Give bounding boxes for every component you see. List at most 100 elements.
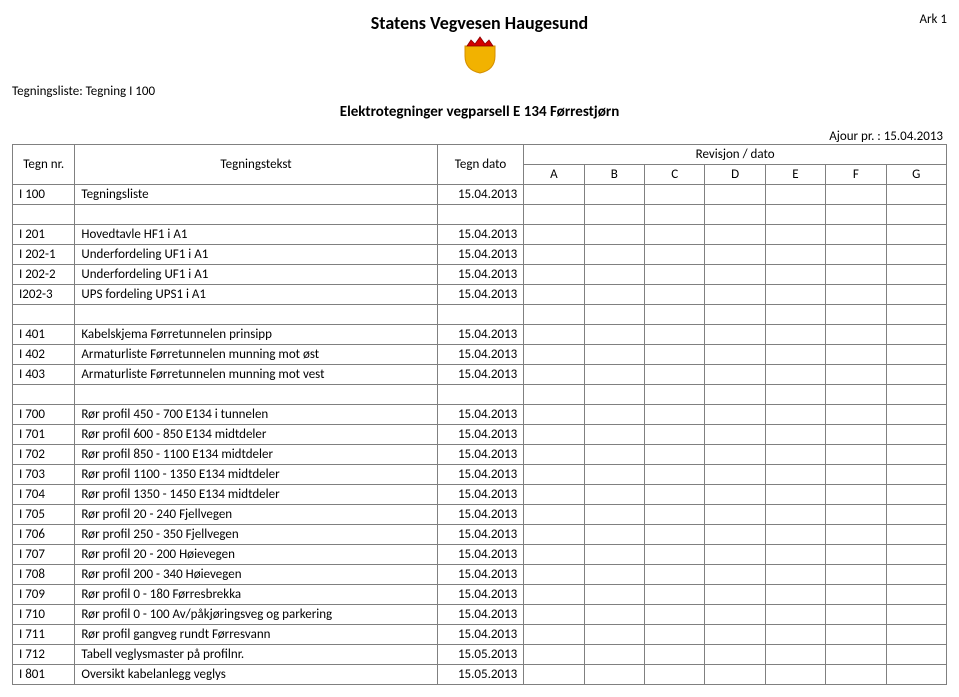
col-rev-c: C bbox=[645, 165, 705, 185]
cell-rev bbox=[645, 245, 705, 265]
cell-rev bbox=[584, 425, 644, 445]
cell-dato: 15.04.2013 bbox=[437, 465, 524, 485]
cell-rev bbox=[584, 605, 644, 625]
table-row: I 801Oversikt kabelanlegg veglys15.05.20… bbox=[13, 665, 947, 685]
cell-rev bbox=[705, 605, 765, 625]
cell-rev bbox=[524, 465, 584, 485]
cell-rev bbox=[705, 665, 765, 685]
cell-rev bbox=[826, 225, 886, 245]
cell-rev bbox=[826, 185, 886, 205]
cell-dato: 15.04.2013 bbox=[437, 425, 524, 445]
cell-dato: 15.05.2013 bbox=[437, 665, 524, 685]
cell-dato: 15.04.2013 bbox=[437, 625, 524, 645]
table-row: I 403Armaturliste Førretunnelen munning … bbox=[13, 365, 947, 385]
cell-tekst: UPS fordeling UPS1 i A1 bbox=[75, 285, 437, 305]
cell-tegn-nr: I 100 bbox=[13, 185, 75, 205]
table-row bbox=[13, 205, 947, 225]
cell-tekst: Kabelskjema Førretunnelen prinsipp bbox=[75, 325, 437, 345]
cell-dato: 15.04.2013 bbox=[437, 365, 524, 385]
table-row: I 710Rør profil 0 - 100 Av/påkjøringsveg… bbox=[13, 605, 947, 625]
cell-rev bbox=[765, 525, 825, 545]
cell-tegn-nr: I 712 bbox=[13, 645, 75, 665]
cell-rev bbox=[645, 525, 705, 545]
cell-dato: 15.04.2013 bbox=[437, 505, 524, 525]
table-row: I 711Rør profil gangveg rundt Førresvann… bbox=[13, 625, 947, 645]
table-row: I202-3UPS fordeling UPS1 i A115.04.2013 bbox=[13, 285, 947, 305]
cell-tekst: Rør profil 200 - 340 Høievegen bbox=[75, 565, 437, 585]
cell-rev bbox=[524, 665, 584, 685]
cell-tekst: Rør profil 20 - 200 Høievegen bbox=[75, 545, 437, 565]
cell-dato: 15.04.2013 bbox=[437, 565, 524, 585]
cell-rev bbox=[826, 485, 886, 505]
cell-rev bbox=[826, 585, 886, 605]
cell-rev bbox=[645, 585, 705, 605]
cell-rev bbox=[886, 505, 947, 525]
cell-rev bbox=[886, 425, 947, 445]
cell-rev bbox=[826, 605, 886, 625]
table-row: I 704Rør profil 1350 - 1450 E134 midtdel… bbox=[13, 485, 947, 505]
cell-dato: 15.04.2013 bbox=[437, 545, 524, 565]
cell-rev bbox=[705, 345, 765, 365]
cell-rev bbox=[765, 245, 825, 265]
cell-rev bbox=[765, 405, 825, 425]
cell-tegn-nr: I 701 bbox=[13, 425, 75, 445]
cell-dato: 15.04.2013 bbox=[437, 585, 524, 605]
col-rev-a: A bbox=[524, 165, 584, 185]
cell-rev bbox=[886, 485, 947, 505]
cell-rev bbox=[584, 365, 644, 385]
table-row: I 702Rør profil 850 - 1100 E134 midtdele… bbox=[13, 445, 947, 465]
cell-rev bbox=[705, 285, 765, 305]
cell-dato: 15.04.2013 bbox=[437, 225, 524, 245]
table-row: I 703Rør profil 1100 - 1350 E134 midtdel… bbox=[13, 465, 947, 485]
cell-rev bbox=[886, 185, 947, 205]
cell-rev bbox=[524, 265, 584, 285]
cell-rev bbox=[584, 505, 644, 525]
cell-rev bbox=[584, 285, 644, 305]
cell-tegn-nr: I 704 bbox=[13, 485, 75, 505]
cell-tegn-nr: I 705 bbox=[13, 505, 75, 525]
cell-rev bbox=[645, 545, 705, 565]
col-rev-b: B bbox=[584, 165, 644, 185]
cell-rev bbox=[765, 545, 825, 565]
cell-rev bbox=[705, 425, 765, 445]
cell-rev bbox=[826, 325, 886, 345]
cell-rev bbox=[645, 625, 705, 645]
cell-rev bbox=[886, 665, 947, 685]
section-title: Elektrotegninger vegparsell E 134 Førres… bbox=[12, 103, 947, 121]
cell-tekst: Tegningsliste bbox=[75, 185, 437, 205]
cell-rev bbox=[826, 245, 886, 265]
cell-rev bbox=[826, 545, 886, 565]
cell-rev bbox=[645, 185, 705, 205]
cell-rev bbox=[705, 265, 765, 285]
cell-rev bbox=[705, 585, 765, 605]
cell-rev bbox=[826, 665, 886, 685]
table-row: I 202-1Underfordeling UF1 i A115.04.2013 bbox=[13, 245, 947, 265]
cell-rev bbox=[886, 365, 947, 385]
table-row: I 706Rør profil 250 - 350 Fjellvegen15.0… bbox=[13, 525, 947, 545]
cell-tegn-nr: I 801 bbox=[13, 665, 75, 685]
cell-rev bbox=[524, 245, 584, 265]
cell-rev bbox=[584, 585, 644, 605]
cell-rev bbox=[584, 665, 644, 685]
cell-rev bbox=[705, 325, 765, 345]
cell-rev bbox=[765, 665, 825, 685]
cell-rev bbox=[826, 285, 886, 305]
col-tegn-nr: Tegn nr. bbox=[13, 145, 75, 185]
cell-tegn-nr: I 401 bbox=[13, 325, 75, 345]
cell-rev bbox=[765, 325, 825, 345]
cell-tekst: Rør profil 0 - 100 Av/påkjøringsveg og p… bbox=[75, 605, 437, 625]
cell-rev bbox=[705, 625, 765, 645]
cell-rev bbox=[645, 645, 705, 665]
cell-rev bbox=[645, 505, 705, 525]
cell-tekst: Oversikt kabelanlegg veglys bbox=[75, 665, 437, 685]
cell-rev bbox=[645, 425, 705, 445]
col-rev-d: D bbox=[705, 165, 765, 185]
cell-tekst: Rør profil 850 - 1100 E134 midtdeler bbox=[75, 445, 437, 465]
cell-rev bbox=[524, 185, 584, 205]
cell-rev bbox=[886, 545, 947, 565]
org-title: Statens Vegvesen Haugesund bbox=[82, 12, 877, 34]
cell-tegn-nr: I 202-1 bbox=[13, 245, 75, 265]
cell-tegn-nr: I 702 bbox=[13, 445, 75, 465]
table-row: I 401Kabelskjema Førretunnelen prinsipp1… bbox=[13, 325, 947, 345]
cell-dato: 15.04.2013 bbox=[437, 445, 524, 465]
